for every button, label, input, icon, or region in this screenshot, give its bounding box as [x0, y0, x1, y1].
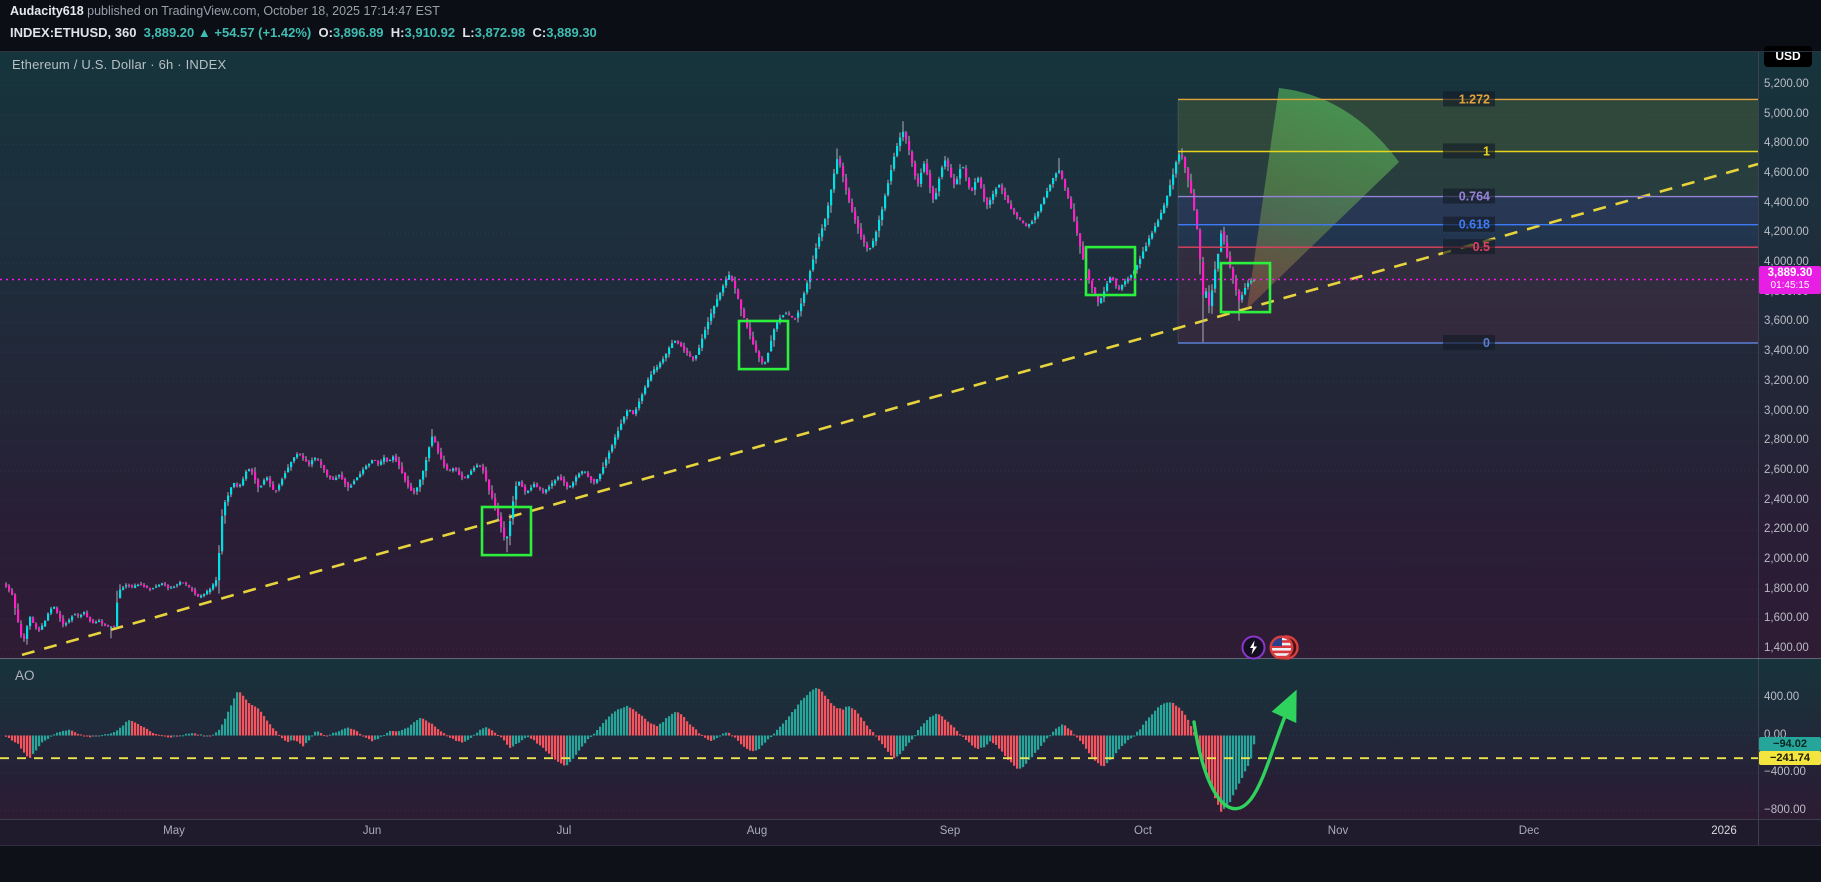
time-axis-label: Oct — [1134, 825, 1152, 837]
last-price-tag-value: 3,889.30 — [1767, 266, 1813, 279]
close-label: C: — [532, 25, 547, 40]
high-value: 3,910.92 — [404, 25, 456, 40]
price-axis-label: 3,000.00 — [1764, 404, 1809, 417]
price-axis-border — [1758, 51, 1759, 845]
price-axis-label: 2,800.00 — [1764, 434, 1809, 447]
ao-arrow-annotation[interactable] — [1192, 689, 1297, 811]
time-axis-label: Sep — [939, 825, 961, 837]
price-axis-label: 5,000.00 — [1764, 107, 1809, 120]
time-axis-label: May — [163, 825, 185, 837]
close-value: 3,889.30 — [546, 25, 597, 40]
price-axis-label: 4,200.00 — [1764, 226, 1809, 239]
last-price: 3,889.20 — [143, 25, 195, 40]
time-axis[interactable] — [0, 819, 1821, 846]
symbol-ohlc-bar: INDEX:ETHUSD, 360 3,889.20 ▲ +54.57 (+1.… — [10, 25, 597, 40]
time-axis-label: Nov — [1327, 825, 1349, 837]
highlight-box[interactable] — [737, 319, 790, 371]
price-change: +54.57 (+1.42%) — [214, 25, 312, 40]
ao-value-tag: −94.02 — [1759, 737, 1821, 752]
low-label: L: — [462, 25, 475, 40]
candle-countdown: 01:45:15 — [1770, 279, 1810, 291]
author-name[interactable]: Audacity618 — [10, 4, 84, 18]
footer-bar: TradingView — [0, 846, 1821, 882]
price-axis-label: 5,200.00 — [1764, 78, 1809, 90]
publish-info: Audacity618 published on TradingView.com… — [10, 4, 440, 18]
price-axis-label: 2,000.00 — [1764, 552, 1809, 565]
open-value: 3,896.89 — [332, 25, 384, 40]
fib-level-label: 0.618 — [1459, 218, 1490, 232]
ao-axis-label: −400.00 — [1764, 766, 1806, 778]
header-bar: Audacity618 published on TradingView.com… — [0, 0, 1821, 51]
time-axis-label: Dec — [1518, 825, 1540, 837]
fib-level-label: 1 — [1483, 144, 1490, 158]
ao-histogram — [5, 688, 1256, 812]
highlight-box[interactable] — [1219, 261, 1272, 314]
ao-level-tag: −241.74 — [1759, 751, 1821, 766]
ao-axis-label: 400.00 — [1764, 691, 1800, 703]
symbol-label[interactable]: INDEX:ETHUSD, 360 — [10, 25, 137, 40]
price-axis-label: 3,400.00 — [1764, 345, 1809, 358]
change-arrow-icon: ▲ — [197, 25, 211, 40]
high-label: H: — [390, 25, 405, 40]
fib-level-label: 0.5 — [1473, 240, 1490, 254]
time-axis-label: Jun — [362, 825, 382, 837]
last-price-tag: 3,889.30 01:45:15 — [1759, 265, 1821, 294]
time-axis-label: Aug — [746, 825, 768, 837]
price-axis-label: 3,200.00 — [1764, 374, 1809, 387]
highlight-box[interactable] — [480, 505, 533, 557]
pane-divider[interactable] — [0, 658, 1821, 659]
candlestick-series — [5, 121, 1256, 645]
axis-bottom-border — [0, 845, 1821, 846]
price-axis-label: 4,800.00 — [1764, 137, 1809, 150]
time-axis-label: 2026 — [1711, 825, 1737, 837]
price-axis-label: 1,600.00 — [1764, 612, 1809, 625]
price-axis-label: 1,400.00 — [1764, 642, 1809, 654]
price-axis-label: 2,200.00 — [1764, 523, 1809, 536]
us-flag-icon[interactable] — [1269, 634, 1299, 666]
low-value: 3,872.98 — [474, 25, 526, 40]
fib-level-label: 0 — [1483, 336, 1490, 350]
price-axis-label: 4,600.00 — [1764, 167, 1809, 180]
ao-axis-label: −800.00 — [1764, 803, 1806, 816]
pane-top-border — [0, 51, 1821, 52]
open-label: O: — [318, 25, 333, 40]
price-axis-label: 1,800.00 — [1764, 582, 1809, 595]
fib-level-label: 0.764 — [1459, 190, 1490, 204]
price-axis-label: 3,600.00 — [1764, 315, 1809, 328]
price-axis-label: 4,000.00 — [1764, 256, 1809, 269]
price-axis-label: 2,600.00 — [1764, 463, 1809, 476]
price-axis-label: 4,400.00 — [1764, 196, 1809, 209]
lightning-icon[interactable] — [1241, 635, 1266, 665]
currency-toggle-button[interactable]: USD — [1764, 46, 1812, 67]
fib-level-label: 1.272 — [1459, 92, 1490, 106]
projection-cone[interactable] — [1247, 88, 1399, 309]
highlight-box[interactable] — [1084, 245, 1137, 297]
price-axis-label: 2,400.00 — [1764, 493, 1809, 506]
publish-text: published on TradingView.com, October 18… — [83, 4, 440, 18]
ao-indicator-label[interactable]: AO — [15, 668, 35, 683]
time-axis-label: Jul — [556, 825, 572, 837]
chart-legend-title[interactable]: Ethereum / U.S. Dollar · 6h · INDEX — [12, 57, 227, 72]
